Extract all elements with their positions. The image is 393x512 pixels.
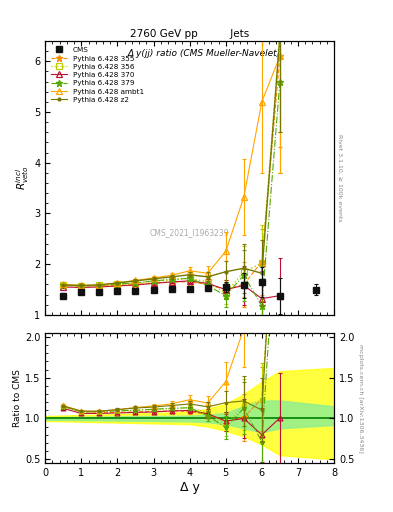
Y-axis label: mcplots.cern.ch [arXiv:1306.3436]: mcplots.cern.ch [arXiv:1306.3436]: [358, 344, 363, 453]
Legend: CMS, Pythia 6.428 355, Pythia 6.428 356, Pythia 6.428 370, Pythia 6.428 379, Pyt: CMS, Pythia 6.428 355, Pythia 6.428 356,…: [49, 45, 146, 105]
Y-axis label: Ratio to CMS: Ratio to CMS: [13, 369, 22, 427]
Text: Δ y(jj) ratio (CMS Mueller-Navelet): Δ y(jj) ratio (CMS Mueller-Navelet): [127, 49, 281, 58]
Title: 2760 GeV pp          Jets: 2760 GeV pp Jets: [130, 29, 249, 39]
Text: CMS_2021_I1963239: CMS_2021_I1963239: [150, 228, 230, 237]
Y-axis label: $R^{incl}_{veto}$: $R^{incl}_{veto}$: [15, 165, 31, 190]
X-axis label: Δ y: Δ y: [180, 481, 200, 494]
Y-axis label: Rivet 3.1.10, ≥ 100k events: Rivet 3.1.10, ≥ 100k events: [337, 134, 342, 222]
